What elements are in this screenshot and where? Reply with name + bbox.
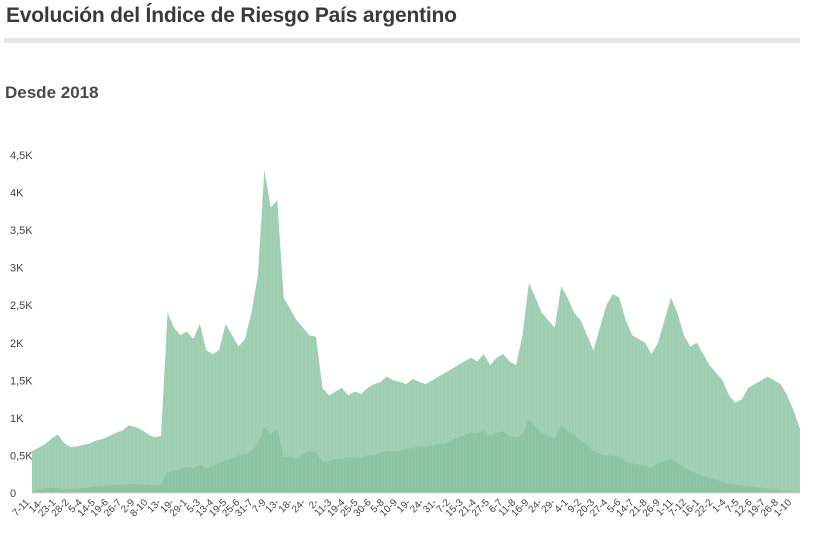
series-layer xyxy=(32,170,800,493)
y-tick-label: 2K xyxy=(10,338,24,350)
title-divider xyxy=(4,38,800,43)
y-tick-label: 4,5K xyxy=(10,150,33,162)
area-series-1 xyxy=(32,170,800,493)
x-axis: 7-1114-23-128-25-414-519-626-72-98-1013-… xyxy=(11,492,800,519)
y-tick-label: 0 xyxy=(10,488,16,500)
area-series-2 xyxy=(32,419,800,493)
chart-title: Evolución del Índice de Riesgo País arge… xyxy=(6,4,457,27)
y-tick-label: 1K xyxy=(10,413,24,425)
chart-subtitle: Desde 2018 xyxy=(5,83,99,102)
y-axis: 0 0,5K 1K 1,5K 2K 2,5K 3K 3,5K 4K 4,5K xyxy=(10,150,33,500)
x-tick-label: 24- xyxy=(290,497,308,515)
y-tick-label: 0,5K xyxy=(10,450,33,462)
x-tick: 24- xyxy=(290,497,308,515)
area-chart: 0 0,5K 1K 1,5K 2K 2,5K 3K 3,5K 4K 4,5K 7-1114-23-… xyxy=(10,150,800,519)
y-tick-label: 4K xyxy=(10,188,24,200)
y-tick-label: 3,5K xyxy=(10,225,33,237)
y-tick-label: 1,5K xyxy=(10,375,33,387)
y-tick-label: 2,5K xyxy=(10,300,33,312)
y-tick-label: 3K xyxy=(10,263,24,275)
